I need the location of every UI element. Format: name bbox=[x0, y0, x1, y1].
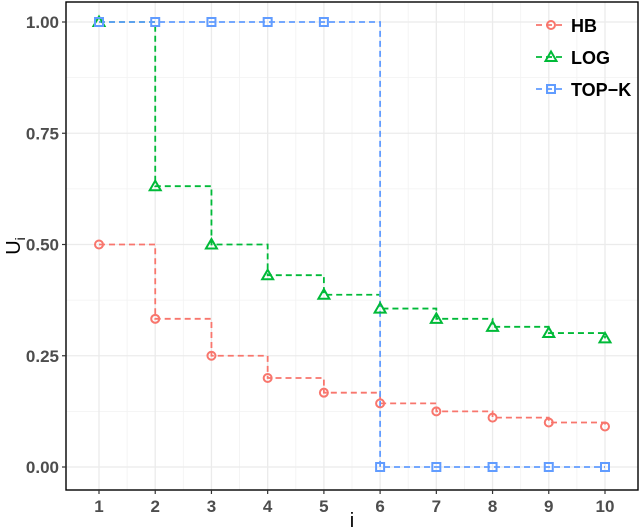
square-marker-icon bbox=[206, 17, 217, 27]
square-marker-icon bbox=[431, 462, 442, 472]
plot-panel-border bbox=[65, 1, 639, 491]
svg-text:Ui: Ui bbox=[3, 237, 28, 255]
x-tick-label: 1 bbox=[94, 497, 103, 516]
y-tick-label: 0.00 bbox=[26, 458, 59, 477]
square-marker-icon bbox=[600, 462, 610, 472]
triangle-marker-icon bbox=[485, 319, 500, 332]
x-tick-label: 8 bbox=[488, 497, 497, 516]
series-line-top-k bbox=[99, 21, 605, 468]
y-tick-label: 0.75 bbox=[26, 124, 59, 143]
y-axis-ticks: 0.00 0.25 0.50 0.75 1.00 bbox=[26, 13, 66, 477]
legend-label: TOP−K bbox=[571, 80, 631, 100]
triangle-marker-icon bbox=[147, 178, 163, 192]
circle-marker-icon bbox=[262, 373, 273, 383]
x-tick-label: 6 bbox=[375, 497, 384, 516]
x-tick-label: 2 bbox=[150, 497, 159, 516]
circle-marker-icon bbox=[206, 350, 217, 361]
square-marker-icon bbox=[543, 462, 554, 472]
legend-label: HB bbox=[571, 16, 597, 36]
circle-marker-icon bbox=[543, 417, 554, 428]
circle-marker-icon bbox=[375, 398, 386, 409]
legend: HB LOG TOP−K bbox=[536, 16, 631, 100]
legend-triangle-icon bbox=[543, 49, 559, 62]
square-marker-icon bbox=[375, 462, 386, 472]
square-marker-icon bbox=[487, 462, 498, 472]
legend-square-icon bbox=[546, 84, 556, 94]
circle-marker-icon bbox=[318, 387, 329, 398]
triangle-marker-icon bbox=[372, 301, 388, 314]
x-tick-label: 4 bbox=[263, 497, 273, 516]
y-tick-label: 0.25 bbox=[26, 347, 59, 366]
y-tick-label: 0.50 bbox=[26, 236, 59, 255]
circle-marker-icon bbox=[487, 412, 498, 423]
x-tick-label: 3 bbox=[207, 497, 216, 516]
x-tick-label: 10 bbox=[596, 497, 615, 516]
triangle-marker-icon bbox=[597, 330, 613, 344]
y-tick-label: 1.00 bbox=[26, 13, 59, 32]
x-tick-label: 5 bbox=[319, 497, 328, 516]
legend-label: LOG bbox=[571, 48, 610, 68]
x-tick-label: 9 bbox=[544, 497, 553, 516]
triangle-marker-icon bbox=[204, 237, 219, 250]
triangle-marker-icon bbox=[260, 267, 275, 281]
circle-marker-icon bbox=[431, 406, 442, 417]
triangle-marker-icon bbox=[429, 311, 444, 324]
series-markers bbox=[91, 14, 613, 472]
circle-marker-icon bbox=[600, 421, 610, 432]
square-marker-icon bbox=[262, 17, 273, 27]
square-marker-icon bbox=[318, 17, 329, 27]
x-axis-ticks: 1 2 3 4 5 6 7 8 9 10 bbox=[94, 490, 614, 516]
circle-marker-icon bbox=[150, 313, 161, 324]
x-axis-title: i bbox=[350, 510, 354, 531]
y-axis-title: Ui bbox=[3, 237, 28, 255]
square-marker-icon bbox=[94, 17, 104, 27]
x-tick-label: 7 bbox=[432, 497, 441, 516]
legend-circle-icon bbox=[546, 20, 556, 30]
triangle-marker-icon bbox=[316, 287, 332, 300]
triangle-marker-icon bbox=[541, 325, 557, 339]
circle-marker-icon bbox=[94, 239, 104, 250]
square-marker-icon bbox=[150, 17, 161, 27]
